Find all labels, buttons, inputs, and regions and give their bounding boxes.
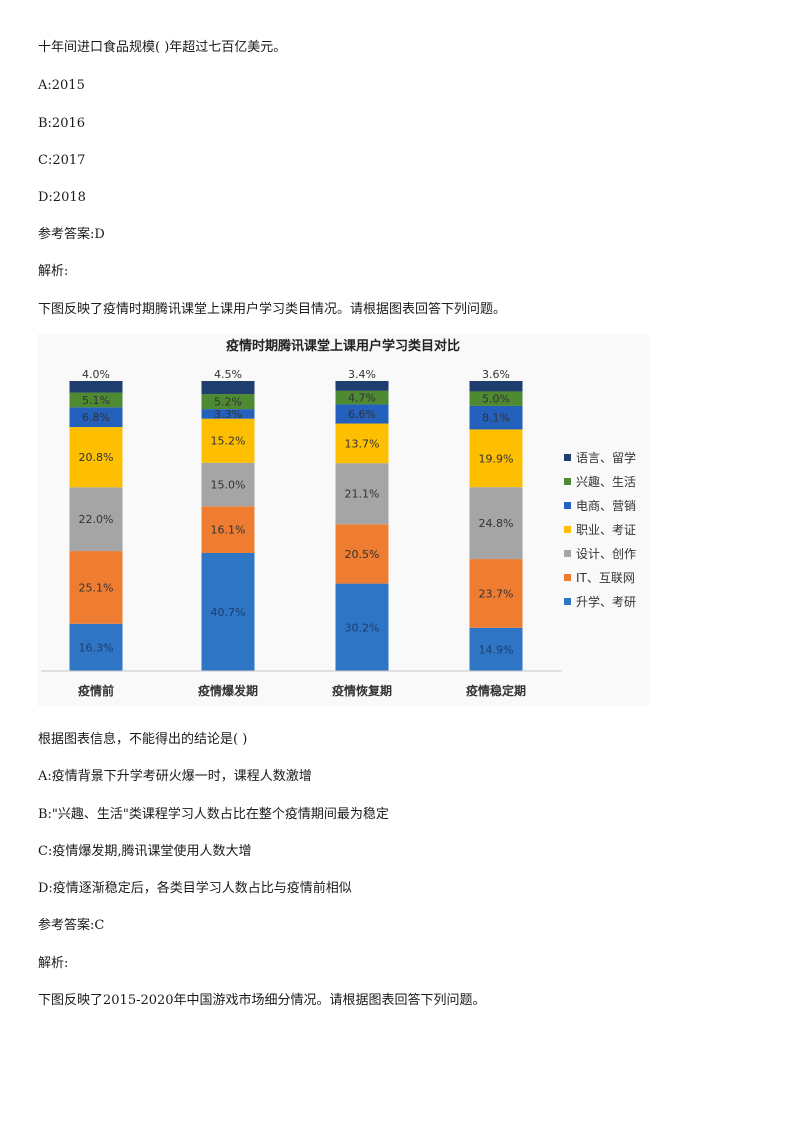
stacked-bar-chart: 疫情时期腾讯课堂上课用户学习类目对比 16.3% 25.1% 22.0% 20.8% 6… [37, 334, 649, 706]
legend-swatch [564, 574, 571, 581]
bar-segment [201, 462, 255, 507]
bar-segment [469, 405, 523, 430]
bar-segment [335, 463, 389, 525]
data-label: 5.1% [82, 394, 110, 407]
question-2-option-d: D:疫情逐渐稳定后，各类目学习人数占比与疫情前相似 [38, 881, 352, 896]
bar-segment [201, 552, 255, 671]
data-label: 5.2% [214, 396, 242, 409]
bar-segment [201, 394, 255, 410]
bar-segment [335, 583, 389, 671]
data-label: 20.8% [79, 451, 114, 464]
bar-segment [469, 429, 523, 488]
data-label: 5.0% [482, 393, 510, 406]
bar-segment [469, 627, 523, 671]
bar-segment [335, 524, 389, 584]
data-label: 4.5% [214, 368, 242, 381]
x-tick-label: 疫情稳定期 [466, 683, 526, 698]
data-label: 4.7% [348, 392, 376, 405]
x-tick-label: 疫情爆发期 [198, 683, 258, 698]
question-1-option-c: C:2017 [38, 153, 86, 168]
legend-swatch [564, 454, 571, 461]
bar-segment [469, 381, 523, 392]
next-chart-intro-text: 下图反映了2015-2020年中国游戏市场细分情况。请根据图表回答下列问题。 [38, 993, 486, 1008]
data-label: 15.2% [211, 435, 246, 448]
question-2-option-b: B:"兴趣、生活"类课程学习人数占比在整个疫情期间最为稳定 [38, 807, 389, 822]
x-tick-label: 疫情前 [78, 683, 114, 698]
data-label: 3.6% [482, 368, 510, 381]
legend-swatch [564, 550, 571, 557]
legend-label: 职业、考证 [576, 523, 636, 537]
data-label: 21.1% [345, 488, 380, 501]
bar-segment [335, 404, 389, 424]
question-1-option-a: A:2015 [38, 78, 85, 93]
data-label: 13.7% [345, 437, 380, 450]
bar-segment [201, 409, 255, 419]
data-label: 30.2% [345, 621, 380, 634]
legend-label: 电商、营销 [576, 498, 636, 513]
question-1-stem: 十年间进口食品规模( )年超过七百亿美元。 [38, 40, 287, 55]
data-label: 19.9% [479, 452, 514, 465]
bar-segment [469, 559, 523, 628]
legend-swatch [564, 526, 571, 533]
bar-segment [469, 487, 523, 560]
bar-segment [69, 392, 123, 408]
bar-segment [201, 381, 255, 395]
question-1-option-d: D:2018 [38, 190, 86, 205]
legend-label: 升学、考研 [576, 594, 636, 609]
legend-label: 兴趣、生活 [576, 474, 636, 489]
legend-label: 语言、留学 [576, 450, 636, 465]
data-label: 23.7% [479, 587, 514, 600]
question-2-option-c: C:疫情爆发期,腾讯课堂使用人数大增 [38, 844, 252, 859]
data-label: 24.8% [479, 517, 514, 530]
legend-label: 设计、创作 [576, 547, 636, 561]
question-2-answer: 参考答案:C [38, 918, 105, 933]
bar-segment [335, 381, 389, 391]
bar-segment [69, 487, 123, 552]
bar-segment [69, 551, 123, 624]
data-label: 15.0% [211, 479, 246, 492]
data-label: 20.5% [345, 548, 380, 561]
legend-swatch [564, 502, 571, 509]
question-1-option-b: B:2016 [38, 116, 86, 131]
chart-title: 疫情时期腾讯课堂上课用户学习类目对比 [226, 338, 460, 354]
data-label: 4.0% [82, 368, 110, 381]
bar-segment [335, 390, 389, 405]
bar-segment [69, 427, 123, 488]
data-label: 22.0% [79, 513, 114, 526]
legend-swatch [564, 478, 571, 485]
data-label: 14.9% [479, 643, 514, 656]
data-label: 40.7% [211, 606, 246, 619]
data-label: 16.3% [79, 641, 114, 654]
bar-segment [69, 623, 123, 671]
legend-label: IT、互联网 [576, 571, 635, 585]
data-label: 6.8% [82, 411, 110, 424]
bar-segment [69, 381, 123, 393]
data-label: 8.1% [482, 412, 510, 425]
x-tick-label: 疫情恢复期 [332, 683, 392, 698]
bar-segment [201, 418, 255, 463]
question-2-analysis: 解析: [38, 956, 69, 971]
data-label: 25.1% [79, 581, 114, 594]
question-1-analysis: 解析: [38, 264, 69, 279]
data-label: 3.4% [348, 368, 376, 381]
bar-segment [469, 391, 523, 406]
bar-segment [335, 423, 389, 464]
bar-segment [69, 407, 123, 428]
legend-swatch [564, 598, 571, 605]
data-label: 16.1% [211, 524, 246, 537]
bar-segment [201, 506, 255, 553]
question-2-stem: 根据图表信息，不能得出的结论是( ) [38, 732, 248, 747]
question-2-option-a: A:疫情背景下升学考研火爆一时，课程人数激增 [38, 769, 312, 784]
data-label: 6.6% [348, 408, 376, 421]
chart-intro-text: 下图反映了疫情时期腾讯课堂上课用户学习类目情况。请根据图表回答下列问题。 [38, 302, 507, 317]
data-label: 3.3% [214, 408, 242, 421]
question-1-answer: 参考答案:D [38, 227, 105, 242]
